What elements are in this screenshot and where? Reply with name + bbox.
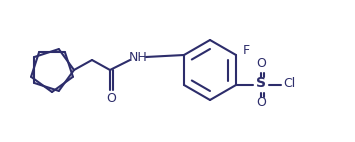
Text: S: S [256,76,266,90]
Text: NH: NH [129,51,147,63]
Text: O: O [106,91,116,105]
Text: O: O [256,57,266,69]
Text: O: O [256,97,266,109]
Text: F: F [242,43,250,57]
Text: Cl: Cl [283,77,295,89]
